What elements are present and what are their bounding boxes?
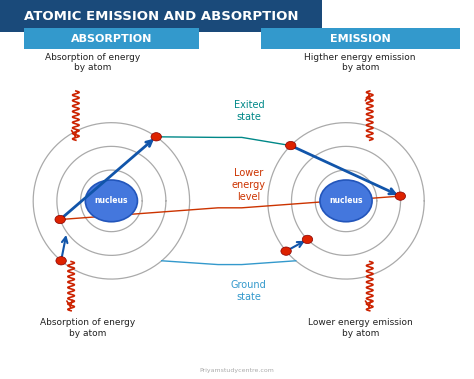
FancyBboxPatch shape (24, 28, 199, 49)
FancyBboxPatch shape (0, 0, 322, 32)
Ellipse shape (85, 180, 137, 222)
Circle shape (285, 141, 296, 150)
Text: Higther energy emission
by atom: Higther energy emission by atom (304, 53, 416, 72)
Ellipse shape (320, 180, 372, 222)
Circle shape (302, 235, 313, 244)
Text: nucleus: nucleus (95, 196, 128, 205)
Text: Exited
state: Exited state (234, 100, 264, 122)
Text: nucleus: nucleus (329, 196, 363, 205)
Text: Absorption of energy
by atom: Absorption of energy by atom (45, 53, 140, 72)
Circle shape (281, 247, 292, 255)
Circle shape (151, 133, 162, 141)
FancyBboxPatch shape (261, 28, 460, 49)
Text: Absorption of energy
by atom: Absorption of energy by atom (40, 318, 135, 338)
Text: ABSORPTION: ABSORPTION (71, 34, 152, 44)
Text: Lower
energy
level: Lower energy level (232, 169, 266, 202)
Text: Lower energy emission
by atom: Lower energy emission by atom (308, 318, 412, 338)
Text: Priyamstudycentre.com: Priyamstudycentre.com (200, 368, 274, 373)
Circle shape (395, 192, 406, 200)
Text: Ground
state: Ground state (231, 280, 267, 302)
Text: EMISSION: EMISSION (330, 34, 391, 44)
Circle shape (56, 257, 66, 265)
Text: ATOMIC EMISSION AND ABSORPTION: ATOMIC EMISSION AND ABSORPTION (24, 9, 299, 23)
Circle shape (55, 215, 65, 224)
